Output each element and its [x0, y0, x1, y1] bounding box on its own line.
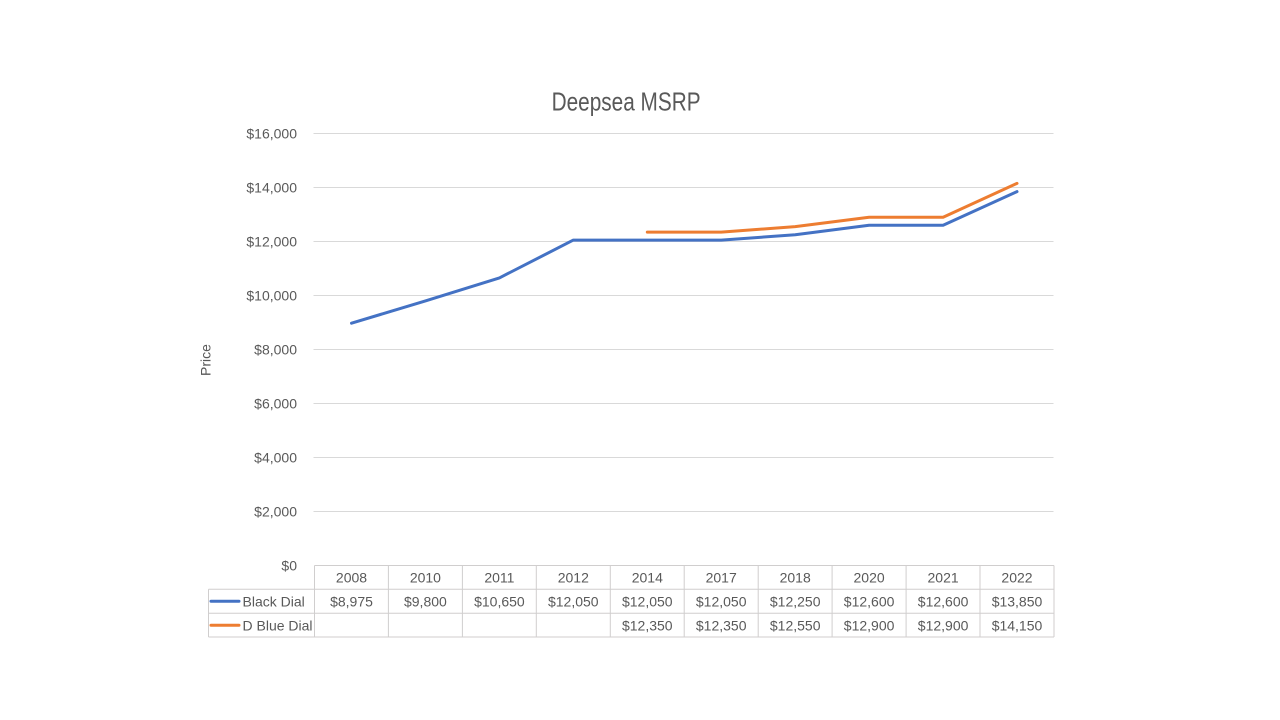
svg-text:$16,000: $16,000: [246, 126, 297, 142]
svg-text:$12,350: $12,350: [622, 617, 673, 633]
svg-text:$8,975: $8,975: [330, 593, 373, 609]
svg-text:$12,600: $12,600: [844, 593, 895, 609]
svg-text:$6,000: $6,000: [254, 396, 297, 412]
svg-text:Deepsea MSRP: Deepsea MSRP: [552, 86, 701, 116]
svg-text:$12,050: $12,050: [548, 593, 599, 609]
svg-text:$12,050: $12,050: [622, 593, 673, 609]
svg-text:$14,150: $14,150: [992, 617, 1043, 633]
svg-text:$10,000: $10,000: [246, 288, 297, 304]
svg-text:Black Dial: Black Dial: [243, 593, 305, 609]
svg-text:2008: 2008: [336, 569, 367, 585]
svg-text:$4,000: $4,000: [254, 450, 297, 466]
svg-text:2018: 2018: [780, 569, 811, 585]
svg-text:2012: 2012: [558, 569, 589, 585]
svg-text:2010: 2010: [410, 569, 441, 585]
svg-text:2011: 2011: [484, 569, 514, 585]
svg-text:D Blue Dial: D Blue Dial: [243, 617, 313, 633]
svg-text:Price: Price: [198, 344, 214, 376]
svg-text:$12,550: $12,550: [770, 617, 821, 633]
svg-text:2014: 2014: [632, 569, 663, 585]
svg-text:$12,050: $12,050: [696, 593, 747, 609]
svg-text:$13,850: $13,850: [992, 593, 1043, 609]
svg-text:$12,900: $12,900: [918, 617, 969, 633]
svg-text:$12,350: $12,350: [696, 617, 747, 633]
svg-text:$9,800: $9,800: [404, 593, 447, 609]
svg-text:2017: 2017: [706, 569, 737, 585]
svg-text:2022: 2022: [1001, 569, 1032, 585]
svg-text:$12,250: $12,250: [770, 593, 821, 609]
svg-text:$14,000: $14,000: [246, 180, 297, 196]
svg-text:$8,000: $8,000: [254, 342, 297, 358]
svg-text:$0: $0: [281, 558, 297, 574]
svg-text:$12,000: $12,000: [246, 234, 297, 250]
svg-text:$2,000: $2,000: [254, 504, 297, 520]
svg-text:2020: 2020: [854, 569, 885, 585]
svg-text:$12,600: $12,600: [918, 593, 969, 609]
svg-text:2021: 2021: [928, 569, 959, 585]
svg-text:$12,900: $12,900: [844, 617, 895, 633]
svg-text:$10,650: $10,650: [474, 593, 525, 609]
